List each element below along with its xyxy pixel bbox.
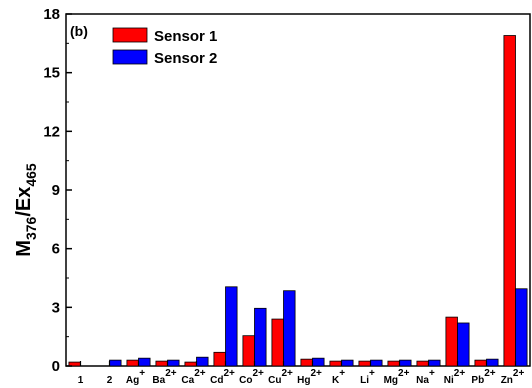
x-tick-label-base: Pb (471, 375, 484, 386)
x-tick-label-charge: + (339, 368, 345, 379)
x-tick-label: Hg2+ (297, 368, 322, 386)
bar-sensor-1-2 (126, 359, 139, 367)
y-axis-label: M376/Ex465 (13, 163, 39, 257)
x-tick-label-charge: 2+ (281, 368, 293, 379)
bar-sensor-2-4 (196, 356, 209, 367)
x-tick-label: 2 (107, 375, 113, 386)
x-tick-label: K+ (332, 368, 345, 386)
bar-sensor-1-9 (329, 360, 342, 367)
bar-sensor-2-15 (515, 288, 528, 367)
x-tick-label-base: Zn (501, 375, 513, 386)
x-tick-label-base: Cu (268, 375, 281, 386)
x-axis: 1 2 Ag+Ba2+Ca2+Cd2+Co2+Cu2+Hg2+K+Li+Mg2+Na… (78, 361, 525, 386)
bar-sensor-1-5 (213, 351, 226, 367)
x-tick-label: 1 (78, 375, 84, 386)
bar-sensor-2-13 (457, 322, 470, 367)
x-tick-label-base: 1 (78, 375, 84, 386)
y-label-sub2: 465 (23, 163, 39, 187)
y-label-sub1: 376 (23, 216, 39, 240)
y-tick-label: 15 (43, 65, 60, 82)
x-tick-label: Ca2+ (181, 368, 205, 386)
legend-swatch-sensor-2 (112, 49, 148, 65)
x-tick-label-charge: 2+ (165, 368, 177, 379)
bar-sensor-2-11 (399, 359, 412, 367)
x-tick-label: Mg2+ (384, 368, 410, 386)
y-tick-label: 9 (52, 182, 60, 199)
x-tick-label: Co2+ (239, 368, 264, 386)
legend: Sensor 1 Sensor 2 (112, 27, 217, 67)
x-tick-label-base: Ni (444, 375, 454, 386)
bar-sensor-1-3 (155, 360, 168, 367)
x-tick-label-base: Li (360, 375, 369, 386)
legend-label-sensor-2: Sensor 2 (154, 50, 217, 67)
legend-label-sensor-1: Sensor 1 (154, 28, 217, 45)
x-tick-label-charge: 2+ (513, 368, 525, 379)
x-tick-label-base: Ba (152, 375, 165, 386)
bar-sensor-2-7 (283, 290, 296, 367)
bar-sensor-2-8 (312, 357, 325, 367)
y-axis: 0 3 6 9 12 15 18 (43, 6, 72, 375)
x-tick-label: Cd2+ (210, 368, 235, 386)
x-tick-label-charge: 2+ (484, 368, 496, 379)
y-tick-label: 18 (43, 6, 60, 23)
bar-sensor-1-12 (416, 360, 429, 367)
bar-sensor-2-3 (167, 359, 180, 367)
x-tick-label-base: K (332, 375, 340, 386)
x-tick-label-charge: 2+ (223, 368, 235, 379)
bar-sensor-2-14 (486, 358, 499, 367)
y-label-mid: /Ex (13, 187, 35, 217)
bar-sensor-1-10 (358, 360, 371, 367)
x-tick-label-base: Ag (126, 375, 139, 386)
y-tick-label: 6 (52, 241, 60, 258)
y-tick-label: 0 (52, 358, 60, 375)
x-tick-label: Ag+ (126, 368, 145, 386)
x-tick-label-base: Na (416, 375, 429, 386)
bar-sensor-2-10 (370, 359, 383, 367)
bar-sensor-2-5 (225, 286, 238, 367)
x-tick-label: Na+ (416, 368, 435, 386)
bar-sensor-2-2 (138, 357, 151, 367)
x-tick-label-base: Cd (210, 375, 223, 386)
bar-sensor-2-9 (341, 359, 354, 367)
x-tick-label: Ba2+ (152, 368, 176, 386)
x-tick-label-charge: 2+ (310, 368, 322, 379)
x-tick-label: Zn2+ (501, 368, 525, 386)
x-tick-label: Cu2+ (268, 368, 293, 386)
x-tick-label-charge: + (369, 368, 375, 379)
bar-sensor-2-12 (428, 359, 441, 367)
x-tick-label-charge: 2+ (398, 368, 410, 379)
bars-group (68, 35, 528, 367)
x-tick-label-charge: + (139, 368, 145, 379)
y-label-main: M (13, 240, 35, 257)
x-tick-label-charge: + (429, 368, 435, 379)
x-tick-label: Ni2+ (444, 368, 466, 386)
x-tick-label-base: Ca (181, 375, 194, 386)
bar-sensor-1-11 (387, 360, 400, 367)
legend-swatch-sensor-1 (112, 27, 148, 43)
x-tick-label: Li+ (360, 368, 375, 386)
bar-sensor-2-6 (254, 307, 267, 367)
x-tick-label-base: Hg (297, 375, 310, 386)
bar-sensor-1-14 (474, 359, 487, 367)
x-tick-label-base: Co (239, 375, 252, 386)
plot-border (65, 13, 531, 367)
x-tick-label: Pb2+ (471, 368, 495, 386)
bar-sensor-1-4 (184, 361, 197, 367)
bar-sensor-1-13 (445, 316, 458, 367)
y-tick-label: 12 (43, 123, 60, 140)
plot-area (65, 13, 531, 367)
bar-sensor-2-1 (109, 359, 122, 367)
x-tick-label-charge: 2+ (194, 368, 206, 379)
y-tick-label: 3 (52, 299, 60, 316)
x-tick-label-charge: 2+ (454, 368, 466, 379)
panel-label: (b) (70, 23, 88, 39)
bar-sensor-1-15 (503, 35, 516, 367)
bar-sensor-1-7 (271, 318, 284, 367)
bar-sensor-1-6 (242, 335, 255, 367)
x-tick-label-base: Mg (384, 375, 398, 386)
bar-sensor-1-8 (300, 358, 313, 367)
x-tick-label-charge: 2+ (252, 368, 264, 379)
x-tick-label-base: 2 (107, 375, 113, 386)
